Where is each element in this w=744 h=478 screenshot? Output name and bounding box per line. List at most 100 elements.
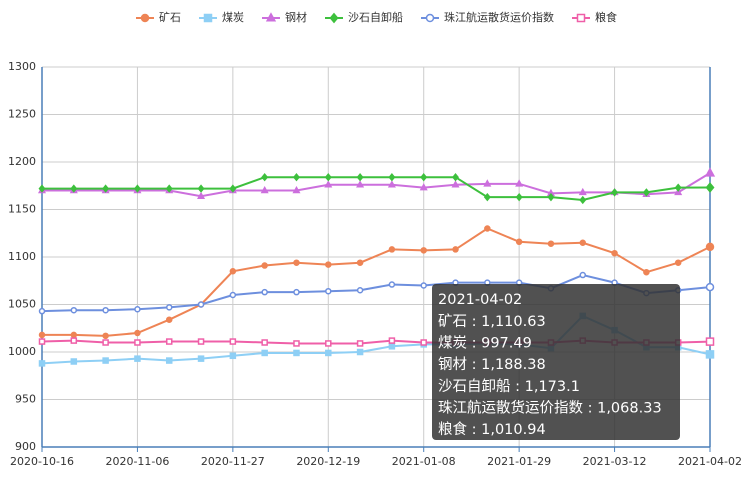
marker [388,246,396,253]
marker [229,352,237,360]
marker [38,360,46,367]
marker [579,239,587,246]
x-tick-label: 2020-11-27 [201,455,265,468]
marker [140,13,150,23]
marker [578,187,587,196]
marker [705,337,715,346]
marker [165,338,173,345]
legend-label: 矿石 [159,11,181,24]
marker [260,185,269,194]
marker [133,184,141,193]
marker [102,306,109,314]
marker [102,184,110,193]
marker [451,180,460,188]
marker [515,192,523,202]
tooltip-row: 珠江航运散货运价指数 : 1,068.33 [438,399,662,416]
marker [420,173,428,182]
marker [611,188,619,197]
marker [261,339,268,346]
marker [197,191,206,199]
tooltip-row: 钢材 : 1,188.38 [438,356,546,373]
marker [419,183,428,191]
marker [576,13,586,23]
marker [674,183,682,192]
marker [38,331,46,339]
marker [70,184,78,193]
marker [229,268,237,275]
marker [388,337,396,344]
marker [705,350,715,359]
marker [165,184,173,193]
marker [420,247,427,254]
marker [705,282,715,292]
marker [261,288,268,296]
marker [70,358,78,365]
marker [705,242,715,252]
marker [325,261,332,268]
x-tick-label: 2020-10-16 [10,455,74,468]
y-tick-label: 950 [15,393,36,406]
tooltip-row: 粮食 : 1,010.94 [438,421,546,438]
marker [70,306,78,314]
marker [356,173,364,182]
marker [483,179,492,187]
tooltip-title: 2021-04-02 [438,292,522,308]
y-tick-label: 1200 [8,155,36,168]
legend-item: 煤炭 [199,11,244,24]
marker [452,246,459,253]
marker [292,173,300,182]
legend-item: 沙石自卸船 [325,10,403,24]
marker [324,173,332,182]
marker [197,184,205,193]
marker [324,180,333,188]
marker [203,13,213,23]
marker [293,340,300,347]
marker [134,306,141,313]
marker [420,282,427,289]
marker [134,355,141,362]
marker [102,332,109,340]
marker [356,340,364,347]
legend-item: 矿石 [136,11,181,24]
x-tick-label: 2021-01-08 [392,455,456,468]
x-tick-label: 2021-03-12 [583,455,647,468]
legend-item: 钢材 [262,10,307,24]
marker [704,167,716,177]
marker [579,195,587,205]
marker [102,357,109,364]
legend-item: 珠江航运散货运价指数 [421,10,554,24]
marker [387,180,396,188]
tooltip-row: 煤炭 : 997.49 [438,335,532,352]
marker [674,187,683,196]
marker [484,225,491,232]
tooltip-box [432,284,680,440]
legend-label: 钢材 [285,10,307,24]
tooltip-row: 沙石自卸船 : 1,173.1 [438,378,580,395]
marker [261,173,269,182]
marker [229,291,237,299]
y-tick-label: 1250 [8,108,36,121]
marker [547,240,555,247]
marker [265,12,277,22]
y-tick-label: 1300 [8,60,36,73]
series-line [42,227,711,337]
marker [452,173,460,182]
tooltip: 2021-04-02 矿石 : 1,110.63 煤炭 : 997.49 钢材 : 1… [432,284,680,440]
x-tick-label: 2021-01-29 [487,455,551,468]
marker [705,182,715,193]
marker [165,357,173,364]
legend-label: 珠江航运散货运价指数 [444,10,554,24]
y-tick-label: 1000 [8,345,36,358]
marker [674,259,682,266]
marker [229,338,237,345]
legend-item: 粮食 [572,10,617,24]
tooltip-row: 矿石 : 1,110.63 [438,313,546,330]
marker [325,349,332,357]
series-line [41,274,711,313]
marker [293,288,300,296]
marker [356,180,365,188]
marker [293,259,300,266]
marker [515,238,523,246]
y-tick-label: 1050 [8,298,36,311]
